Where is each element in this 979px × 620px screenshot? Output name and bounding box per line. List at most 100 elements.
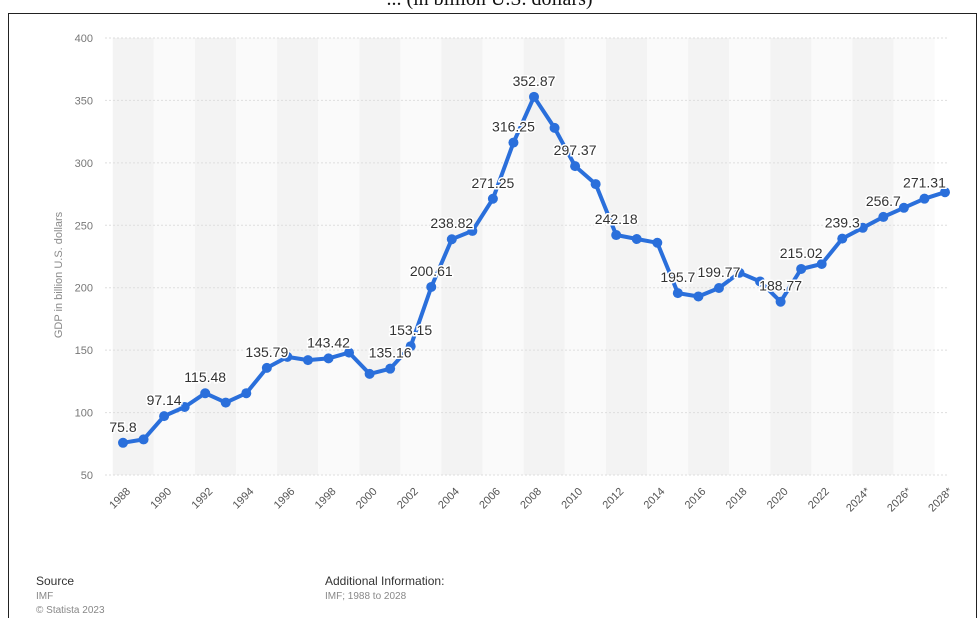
data-point[interactable] xyxy=(611,230,622,241)
data-point[interactable] xyxy=(323,353,334,364)
plot-band xyxy=(153,38,195,475)
data-point[interactable] xyxy=(570,161,581,172)
x-tick-label: 2024* xyxy=(844,485,873,514)
data-point[interactable] xyxy=(446,234,457,245)
data-point[interactable] xyxy=(775,296,786,307)
data-point[interactable] xyxy=(713,283,724,294)
x-tick-label: 1996 xyxy=(272,486,298,512)
gridlines xyxy=(105,37,948,476)
x-tick-label: 2010 xyxy=(559,486,585,512)
data-point[interactable] xyxy=(631,234,642,245)
source-value[interactable]: IMF xyxy=(36,591,54,602)
data-point[interactable] xyxy=(261,362,272,373)
plot-band xyxy=(564,38,606,475)
data-label: 271.31 xyxy=(903,175,946,191)
x-tick-label: 1990 xyxy=(148,486,174,512)
data-point[interactable] xyxy=(385,363,396,374)
y-tick-label: 100 xyxy=(75,408,93,420)
data-point[interactable] xyxy=(487,193,498,204)
copyright-text[interactable]: © Statista 2023 xyxy=(36,605,105,616)
x-tick-label: 2012 xyxy=(601,486,627,512)
data-point[interactable] xyxy=(898,202,909,213)
data-label: 135.16 xyxy=(369,345,412,361)
data-label: 271.25 xyxy=(471,175,514,191)
data-point[interactable] xyxy=(590,179,601,190)
x-tick-label: 1988 xyxy=(107,486,133,512)
data-label: 115.48 xyxy=(184,369,226,385)
data-label: 316.25 xyxy=(492,119,535,135)
plot-band xyxy=(400,38,442,475)
plot-band xyxy=(277,38,319,475)
data-label: 242.18 xyxy=(595,211,638,227)
x-tick-label: 2014 xyxy=(642,486,668,512)
data-point[interactable] xyxy=(878,211,889,222)
data-point[interactable] xyxy=(405,341,416,352)
x-tick-label: 1994 xyxy=(231,486,257,512)
data-point[interactable] xyxy=(159,411,170,422)
x-tick-label: 2016 xyxy=(683,486,709,512)
data-point[interactable] xyxy=(118,437,128,448)
data-label: 195.7 xyxy=(660,269,695,285)
data-label: 135.79 xyxy=(245,344,288,360)
data-point[interactable] xyxy=(282,351,293,362)
data-label: 153.15 xyxy=(389,322,432,338)
data-point[interactable] xyxy=(816,258,827,269)
y-tick-label: 250 xyxy=(75,220,93,232)
data-point[interactable] xyxy=(940,187,950,198)
plot-band xyxy=(359,38,401,475)
data-point[interactable] xyxy=(755,276,766,287)
data-point[interactable] xyxy=(344,347,355,358)
x-axis-ticks: 1988 1990 1992 1994 1996 1998 2000 2002 2004 2006… xyxy=(107,485,955,514)
plot-band xyxy=(770,38,812,475)
data-point[interactable] xyxy=(364,368,375,379)
x-tick-label: 2000 xyxy=(354,486,380,512)
x-tick-label: 2018 xyxy=(724,486,750,512)
data-point[interactable] xyxy=(467,225,478,236)
data-label: 215.02 xyxy=(780,245,823,261)
data-point[interactable] xyxy=(837,233,848,244)
data-point[interactable] xyxy=(508,137,519,148)
x-tick-label: 2008 xyxy=(518,486,544,512)
data-point[interactable] xyxy=(796,263,807,274)
data-point[interactable] xyxy=(302,355,313,366)
plot-band xyxy=(811,38,853,475)
plot-band xyxy=(729,38,771,475)
data-label: 97.14 xyxy=(147,392,182,408)
x-tick-label: 2026* xyxy=(885,485,914,514)
data-point[interactable] xyxy=(857,222,868,233)
data-point[interactable] xyxy=(138,434,149,445)
y-tick-label: 150 xyxy=(75,345,93,357)
data-label: 200.61 xyxy=(410,263,453,279)
data-point[interactable] xyxy=(241,388,252,399)
data-point[interactable] xyxy=(693,291,704,302)
x-tick-label: 2022 xyxy=(806,486,832,512)
data-point[interactable] xyxy=(919,193,930,204)
data-point[interactable] xyxy=(200,388,211,399)
x-tick-label: 2028* xyxy=(926,485,955,514)
data-label: 199.77 xyxy=(698,264,741,280)
data-label: 238.82 xyxy=(430,215,473,231)
y-tick-label: 400 xyxy=(75,33,93,45)
data-point[interactable] xyxy=(672,288,683,299)
plot-band xyxy=(112,38,154,475)
chart-card xyxy=(8,13,977,618)
data-label: 352.87 xyxy=(513,73,556,89)
plot-band xyxy=(852,38,894,475)
y-tick-label: 350 xyxy=(75,95,93,107)
x-tick-label: 1992 xyxy=(190,486,216,512)
additional-info-value: IMF; 1988 to 2028 xyxy=(325,591,407,602)
data-point[interactable] xyxy=(734,267,745,278)
plot-band xyxy=(688,38,730,475)
data-point[interactable] xyxy=(652,237,663,248)
data-point[interactable] xyxy=(529,91,539,102)
plot-background-bands xyxy=(112,38,935,475)
data-label: 75.8 xyxy=(109,419,136,435)
x-tick-label: 2020 xyxy=(765,486,791,512)
data-point[interactable] xyxy=(549,122,560,133)
data-point[interactable] xyxy=(220,397,231,408)
chart-title-fragment: ... (in billion U.S. dollars) xyxy=(0,0,979,11)
data-point[interactable] xyxy=(426,281,437,292)
y-tick-label: 300 xyxy=(75,158,93,170)
data-point[interactable] xyxy=(179,401,190,412)
